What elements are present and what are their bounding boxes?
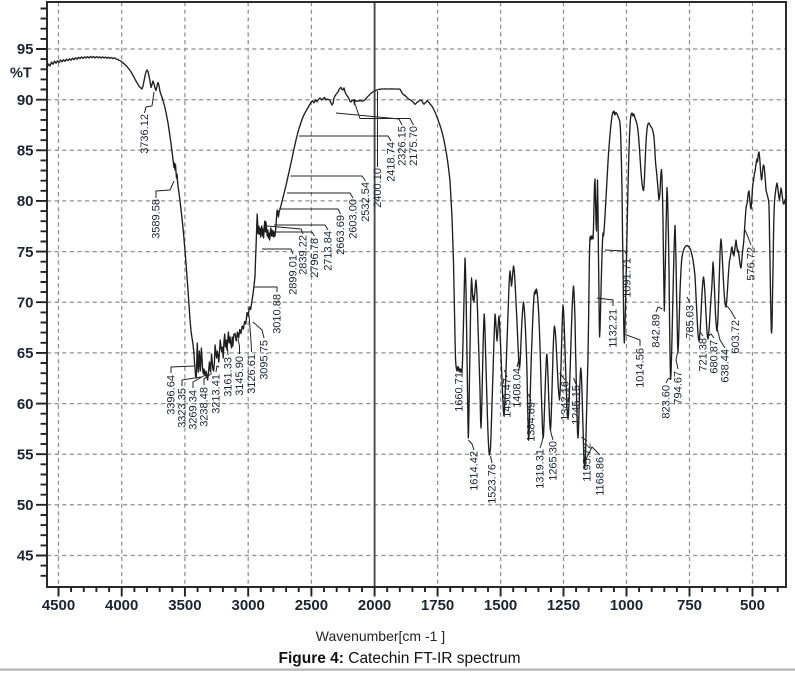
svg-text:3126.61: 3126.61	[246, 354, 258, 394]
svg-text:45: 45	[17, 548, 34, 565]
svg-text:1000: 1000	[610, 597, 643, 614]
svg-text:90: 90	[17, 92, 34, 109]
svg-text:1319.31: 1319.31	[535, 449, 547, 489]
svg-text:1250: 1250	[547, 597, 580, 614]
svg-text:750: 750	[677, 597, 702, 614]
svg-text:3589.58: 3589.58	[151, 199, 163, 239]
svg-text:2000: 2000	[358, 597, 391, 614]
svg-text:75: 75	[17, 244, 34, 261]
svg-text:1450.47: 1450.47	[502, 378, 514, 418]
svg-text:1168.86: 1168.86	[595, 457, 607, 496]
svg-text:2418.74: 2418.74	[386, 142, 398, 182]
svg-text:3000: 3000	[232, 597, 265, 614]
svg-text:2326.15: 2326.15	[397, 126, 409, 166]
svg-text:2175.70: 2175.70	[408, 126, 420, 166]
svg-text:638.44: 638.44	[720, 349, 732, 383]
svg-text:3736.12: 3736.12	[139, 114, 151, 154]
svg-text:3095.75: 3095.75	[259, 340, 271, 380]
svg-text:1384.89: 1384.89	[526, 402, 538, 442]
svg-text:1523.76: 1523.76	[487, 464, 499, 504]
svg-text:1091.71: 1091.71	[622, 258, 634, 298]
svg-text:1614.42: 1614.42	[469, 451, 481, 491]
svg-text:3269.34: 3269.34	[188, 390, 200, 430]
svg-text:85: 85	[17, 143, 34, 160]
svg-text:2713.84: 2713.84	[323, 231, 335, 271]
svg-text:Figure 4: Catechin FT-IR spect: Figure 4: Catechin FT-IR spectrum	[278, 650, 520, 667]
svg-text:3238.48: 3238.48	[199, 387, 211, 427]
svg-text:4000: 4000	[105, 597, 138, 614]
svg-text:823.60: 823.60	[661, 385, 673, 419]
svg-text:1408.04: 1408.04	[512, 368, 524, 408]
svg-text:1265.30: 1265.30	[548, 441, 560, 481]
svg-text:3010.88: 3010.88	[272, 294, 284, 334]
svg-text:576.72: 576.72	[746, 247, 758, 281]
svg-text:1750: 1750	[421, 597, 454, 614]
svg-text:2500: 2500	[295, 597, 328, 614]
svg-text:3396.64: 3396.64	[166, 375, 178, 415]
svg-text:2603.00: 2603.00	[348, 199, 360, 239]
svg-text:%T: %T	[10, 66, 32, 82]
svg-text:2796.78: 2796.78	[309, 238, 321, 278]
svg-text:500: 500	[740, 597, 765, 614]
svg-text:3323.35: 3323.35	[177, 388, 189, 428]
svg-text:794.67: 794.67	[673, 371, 685, 405]
svg-text:60: 60	[17, 396, 34, 413]
svg-text:1660.71: 1660.71	[454, 372, 466, 412]
svg-text:1132.21: 1132.21	[608, 309, 620, 348]
svg-text:3500: 3500	[168, 597, 201, 614]
svg-text:1342.16: 1342.16	[560, 381, 572, 421]
svg-text:95: 95	[17, 41, 34, 58]
svg-text:3213.41: 3213.41	[211, 374, 223, 414]
svg-text:680.87: 680.87	[709, 340, 721, 374]
svg-text:1500: 1500	[484, 597, 517, 614]
svg-text:842.89: 842.89	[651, 314, 663, 348]
svg-text:3161.33: 3161.33	[223, 357, 235, 397]
svg-text:1245.15: 1245.15	[571, 385, 583, 425]
svg-text:785.03: 785.03	[685, 305, 697, 339]
svg-text:603.72: 603.72	[730, 320, 742, 354]
svg-text:50: 50	[17, 497, 34, 514]
svg-text:2532.54: 2532.54	[360, 182, 372, 222]
svg-text:2400.10: 2400.10	[372, 168, 384, 208]
svg-text:Wavenumber[cm -1 ]: Wavenumber[cm -1 ]	[316, 628, 445, 644]
svg-text:65: 65	[17, 345, 34, 362]
svg-text:2663.69: 2663.69	[335, 215, 347, 255]
svg-text:2839.22: 2839.22	[298, 235, 310, 275]
svg-text:80: 80	[17, 193, 34, 210]
svg-text:55: 55	[17, 446, 34, 463]
svg-text:4500: 4500	[42, 597, 75, 614]
svg-text:721.38: 721.38	[698, 338, 710, 372]
svg-text:70: 70	[17, 294, 34, 311]
svg-text:2899.01: 2899.01	[288, 255, 300, 295]
svg-text:1195.72: 1195.72	[582, 443, 594, 482]
svg-text:3145.90: 3145.90	[234, 356, 246, 396]
svg-text:1014.56: 1014.56	[635, 348, 647, 388]
